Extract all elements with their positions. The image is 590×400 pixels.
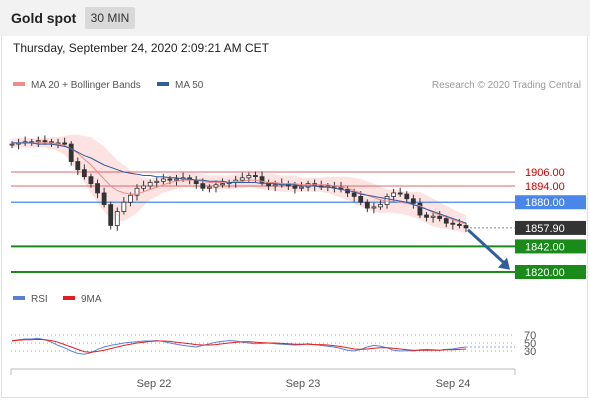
rsi-swatch xyxy=(13,296,25,301)
timeframe-badge[interactable]: 30 MIN xyxy=(85,7,135,29)
ma20-label: MA 20 + Bollinger Bands xyxy=(31,80,141,91)
rsi-label: RSI xyxy=(31,294,48,305)
ma50-label: MA 50 xyxy=(175,80,204,91)
title-bar: Gold spot 30 MIN xyxy=(0,0,590,36)
legend-ma20: MA 20 + Bollinger Bands xyxy=(13,80,141,91)
ma50-swatch xyxy=(157,82,169,87)
credit-text: Research © 2020 Trading Central xyxy=(431,80,581,91)
chart-datetime: Thursday, September 24, 2020 2:09:21 AM … xyxy=(13,41,269,55)
rsi-ma-swatch xyxy=(63,296,75,301)
legend-rsi-ma: 9MA xyxy=(63,294,102,305)
chart-frame xyxy=(1,36,588,398)
legend-ma50: MA 50 xyxy=(157,80,203,91)
rsi-ma-label: 9MA xyxy=(81,294,102,305)
legend-rsi: RSI xyxy=(13,294,48,305)
instrument-title: Gold spot xyxy=(11,10,77,26)
ma20-swatch xyxy=(13,82,25,87)
